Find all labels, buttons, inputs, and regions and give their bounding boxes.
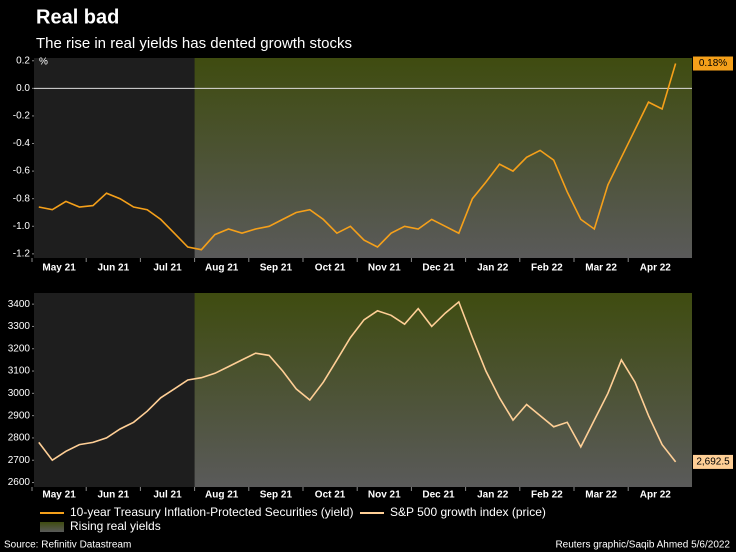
x-tick-label: Jun 21: [97, 263, 129, 274]
x-tick-label: Jul 21: [153, 263, 182, 274]
title: Real bad: [36, 6, 119, 28]
end-label-box: [693, 56, 733, 71]
y-tick-label: 0.0: [16, 83, 30, 94]
subtitle: The rise in real yields has dented growt…: [36, 35, 352, 52]
legend-swatch: [40, 522, 64, 532]
x-tick-label: Mar 22: [585, 263, 617, 274]
x-tick-label: May 21: [42, 490, 76, 501]
y-tick-label: 0.2: [16, 55, 30, 66]
credit: Reuters graphic/Saqib Ahmed 5/6/2022: [555, 540, 730, 551]
y-tick-label: -0.4: [13, 138, 31, 149]
x-tick-label: Mar 22: [585, 490, 617, 501]
y-tick-label: -1.2: [13, 249, 31, 260]
legend-label: 10-year Treasury Inflation-Protected Sec…: [70, 505, 353, 519]
end-label-box: [693, 454, 733, 469]
x-tick-label: Sep 21: [260, 263, 293, 274]
y-tick-label: -0.2: [13, 111, 31, 122]
legend-label: Rising real yields: [70, 519, 161, 533]
x-tick-label: Feb 22: [531, 490, 563, 501]
x-tick-label: Oct 21: [315, 263, 346, 274]
x-tick-label: Nov 21: [368, 263, 401, 274]
legend-label: S&P 500 growth index (price): [390, 505, 546, 519]
x-tick-label: Jan 22: [477, 490, 509, 501]
source: Source: Refinitiv Datastream: [4, 540, 131, 551]
y-tick-label: 3100: [8, 366, 31, 377]
x-tick-label: Jan 22: [477, 263, 509, 274]
end-label: 2,692.5: [696, 457, 730, 468]
y-tick-label: 2600: [8, 477, 31, 488]
x-tick-label: Feb 22: [531, 263, 563, 274]
x-tick-label: Jun 21: [97, 490, 129, 501]
x-tick-label: Apr 22: [640, 263, 672, 274]
end-label: 0.18%: [699, 58, 727, 69]
x-tick-label: May 21: [42, 263, 76, 274]
highlight-region: [194, 293, 692, 487]
data-line: [38, 63, 677, 251]
data-line: [38, 300, 677, 463]
y-tick-label: 3000: [8, 388, 31, 399]
y-tick-label: 3200: [8, 343, 31, 354]
unit-label: %: [39, 57, 48, 68]
y-tick-label: -1.0: [13, 221, 31, 232]
y-tick-label: 2700: [8, 455, 31, 466]
x-tick-label: Nov 21: [368, 490, 401, 501]
x-tick-label: Dec 21: [422, 263, 455, 274]
y-tick-label: -0.6: [13, 166, 31, 177]
x-tick-label: Apr 22: [640, 490, 672, 501]
x-tick-label: Dec 21: [422, 490, 455, 501]
x-tick-label: Jul 21: [153, 490, 182, 501]
y-tick-label: 3400: [8, 299, 31, 310]
x-tick-label: Aug 21: [205, 263, 239, 274]
y-tick-label: 2900: [8, 410, 31, 421]
x-tick-label: Oct 21: [315, 490, 346, 501]
y-tick-label: 2800: [8, 433, 31, 444]
y-tick-label: -0.8: [13, 193, 31, 204]
x-tick-label: Sep 21: [260, 490, 293, 501]
y-tick-label: 3300: [8, 321, 31, 332]
x-tick-label: Aug 21: [205, 490, 239, 501]
